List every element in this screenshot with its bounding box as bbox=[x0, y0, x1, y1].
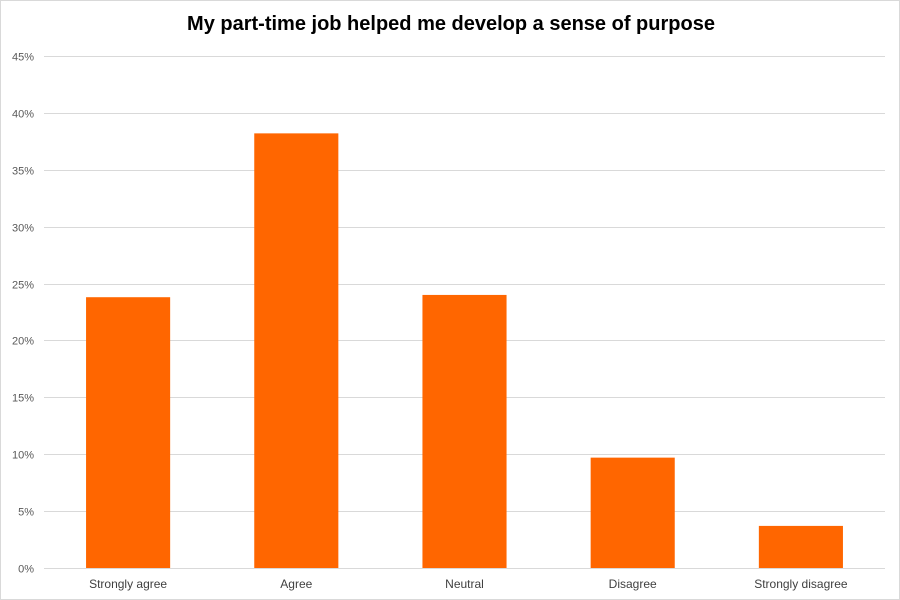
y-tick-label: 35% bbox=[12, 166, 34, 178]
x-tick-label: Strongly agree bbox=[89, 577, 167, 591]
y-tick-label: 15% bbox=[12, 393, 34, 405]
y-tick-label: 45% bbox=[12, 52, 34, 64]
bar bbox=[422, 294, 507, 568]
y-tick-label: 20% bbox=[12, 336, 34, 348]
y-tick-label: 0% bbox=[18, 564, 34, 576]
x-tick-label: Agree bbox=[280, 577, 312, 591]
chart-title: My part-time job helped me develop a sen… bbox=[187, 13, 715, 35]
bar bbox=[758, 525, 843, 568]
x-tick-label: Disagree bbox=[609, 577, 657, 591]
bar bbox=[590, 457, 675, 568]
y-tick-label: 40% bbox=[12, 109, 34, 121]
y-tick-label: 5% bbox=[18, 507, 34, 519]
y-tick-label: 30% bbox=[12, 223, 34, 235]
y-tick-label: 25% bbox=[12, 280, 34, 292]
bar bbox=[254, 133, 339, 568]
x-tick-label: Strongly disagree bbox=[754, 577, 848, 591]
x-tick-label: Neutral bbox=[445, 577, 484, 591]
y-tick-label: 10% bbox=[12, 450, 34, 462]
bar bbox=[86, 297, 171, 568]
